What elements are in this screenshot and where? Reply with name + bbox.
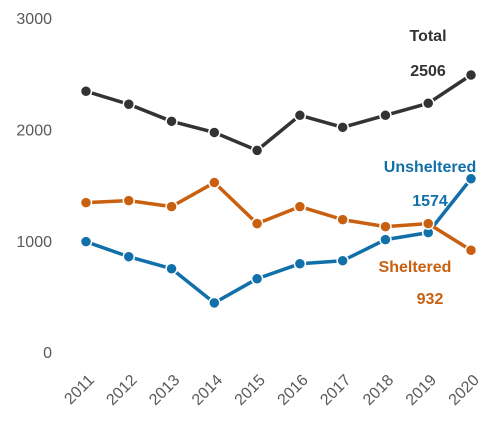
data-point [165, 262, 178, 275]
value-label: 932 [417, 291, 444, 308]
data-point [464, 243, 478, 257]
data-point [208, 176, 221, 189]
data-point [122, 98, 136, 111]
data-point [464, 68, 478, 82]
series-line [85, 73, 472, 153]
series-label: Total [409, 28, 446, 45]
data-point [122, 194, 136, 207]
data-point [208, 296, 221, 310]
data-point [250, 272, 264, 285]
value-label: 2506 [410, 63, 446, 80]
x-tick-label: 2013 [146, 372, 183, 409]
data-point [165, 200, 178, 213]
x-tick-label: 2017 [317, 372, 354, 409]
data-point [293, 109, 307, 122]
data-point [79, 196, 93, 209]
data-point [379, 233, 392, 246]
x-tick-label: 2012 [103, 372, 140, 409]
x-tick-label: 2016 [275, 372, 312, 409]
data-point [79, 235, 93, 248]
y-tick-label: 2000 [16, 123, 52, 140]
x-tick-label: 2014 [189, 372, 226, 409]
series-label: Unsheltered [384, 159, 476, 176]
y-tick-label: 0 [43, 345, 52, 362]
data-point [122, 250, 136, 263]
series-line [85, 177, 473, 305]
data-point [464, 172, 478, 186]
x-tick-label: 2020 [446, 372, 483, 409]
x-tick-label: 2019 [403, 372, 440, 409]
data-point [293, 200, 307, 213]
data-point [421, 97, 435, 110]
x-tick-label: 2015 [232, 372, 269, 409]
x-tick-label: 2011 [61, 372, 97, 408]
data-point [165, 115, 178, 128]
data-point [79, 85, 93, 98]
data-point [336, 254, 349, 267]
y-tick-label: 1000 [16, 234, 52, 251]
data-point [250, 144, 264, 157]
data-point [208, 126, 221, 139]
data-point [379, 220, 392, 233]
series-line [85, 180, 472, 252]
x-tick-label: 2018 [360, 372, 397, 409]
data-point [421, 217, 435, 230]
data-point [379, 109, 392, 122]
series-label: Sheltered [379, 259, 452, 276]
y-tick-label: 3000 [16, 11, 52, 28]
data-point [250, 217, 264, 230]
data-point [336, 213, 349, 226]
data-point [336, 121, 349, 134]
data-point [293, 257, 307, 270]
value-label: 1574 [412, 193, 448, 210]
